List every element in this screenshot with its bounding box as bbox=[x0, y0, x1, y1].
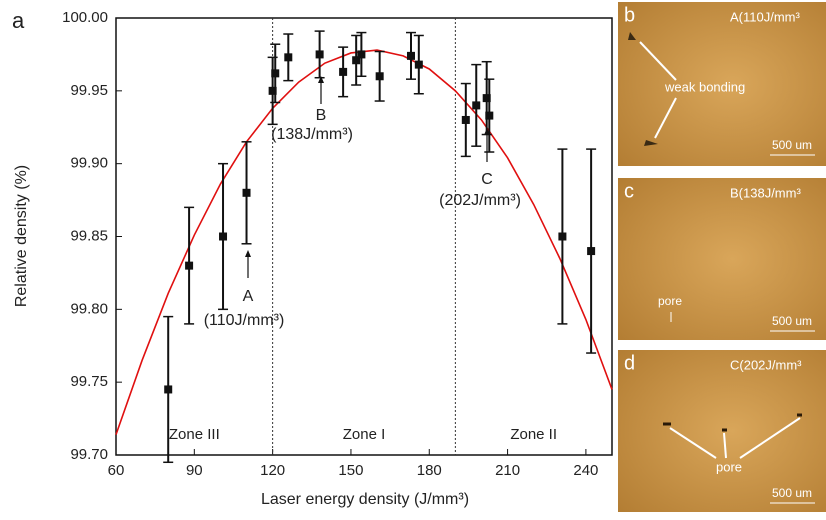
scale-label: 500 um bbox=[772, 314, 812, 328]
data-point bbox=[219, 232, 228, 241]
panel-letter: b bbox=[624, 4, 635, 26]
x-tick-label: 60 bbox=[108, 462, 125, 479]
annotation-arrowhead bbox=[484, 128, 490, 135]
data-point bbox=[185, 261, 194, 270]
x-tick-label: 150 bbox=[338, 462, 363, 479]
data-point bbox=[406, 51, 415, 60]
data-point bbox=[472, 101, 481, 110]
y-axis-label: Relative density (%) bbox=[13, 165, 30, 307]
y-tick-label: 100.00 bbox=[62, 9, 108, 26]
annotation-note: (110J/mm³) bbox=[204, 312, 285, 329]
data-point bbox=[352, 56, 361, 65]
data-point bbox=[414, 60, 423, 69]
panel-caption: B(138J/mm³ bbox=[730, 185, 801, 200]
data-point bbox=[461, 115, 470, 124]
x-axis-label: Laser energy density (J/mm³) bbox=[261, 491, 469, 508]
data-point bbox=[357, 50, 366, 59]
micrograph-d: d C(202J/mm³ pore 500 um bbox=[618, 350, 826, 512]
y-tick-label: 99.75 bbox=[70, 373, 108, 390]
arrow bbox=[723, 432, 727, 459]
micrograph-b: b A(110J/mm³ weak bonding 500 um bbox=[618, 2, 826, 166]
data-point bbox=[375, 72, 384, 81]
scale-label: 500 um bbox=[772, 138, 812, 152]
x-tick-label: 180 bbox=[417, 462, 442, 479]
data-point bbox=[558, 232, 567, 241]
micrograph-image bbox=[618, 178, 826, 340]
y-tick-label: 99.95 bbox=[70, 82, 108, 99]
annotation-note: (138J/mm³) bbox=[271, 126, 353, 143]
y-tick-label: 99.90 bbox=[70, 155, 108, 172]
data-point bbox=[271, 69, 280, 78]
panel-letter: d bbox=[624, 352, 635, 374]
scale-label: 500 um bbox=[772, 486, 812, 500]
arrow bbox=[669, 427, 717, 459]
micrograph-image bbox=[618, 2, 826, 166]
data-point bbox=[315, 50, 324, 59]
data-point bbox=[242, 188, 251, 197]
y-tick-label: 99.80 bbox=[70, 300, 108, 317]
annotation: pore bbox=[716, 459, 742, 474]
arrow bbox=[654, 97, 677, 139]
data-point bbox=[268, 86, 277, 95]
panel-caption: C(202J/mm³ bbox=[730, 357, 802, 372]
annotation-label: B bbox=[316, 107, 327, 124]
panel-letter: c bbox=[624, 180, 634, 202]
micrograph-c: c B(138J/mm³ pore 500 um bbox=[618, 178, 826, 340]
fit-curve bbox=[115, 49, 613, 435]
data-point bbox=[587, 247, 596, 256]
annotation-label: A bbox=[243, 288, 254, 305]
data-point bbox=[284, 53, 293, 62]
plot-frame bbox=[115, 17, 613, 456]
x-tick-label: 90 bbox=[186, 462, 203, 479]
zone-label: Zone II bbox=[510, 426, 557, 443]
data-point bbox=[485, 111, 494, 120]
annotation-arrowhead bbox=[318, 76, 324, 83]
annotation: weak bonding bbox=[664, 79, 745, 94]
zone-label: Zone III bbox=[169, 426, 220, 443]
x-tick-label: 240 bbox=[573, 462, 598, 479]
annotation-label: C bbox=[481, 171, 493, 188]
data-point bbox=[482, 94, 491, 103]
data-point bbox=[164, 385, 173, 394]
x-tick-label: 210 bbox=[495, 462, 520, 479]
arrow bbox=[739, 417, 801, 459]
defect bbox=[663, 413, 802, 432]
annotation-arrowhead bbox=[245, 250, 251, 257]
panel-caption: A(110J/mm³ bbox=[730, 9, 800, 24]
x-tick-label: 120 bbox=[260, 462, 285, 479]
annotation: pore bbox=[658, 294, 682, 308]
y-tick-label: 99.70 bbox=[70, 446, 108, 463]
data-point bbox=[339, 67, 348, 76]
zone-label: Zone I bbox=[343, 426, 386, 443]
arrow bbox=[639, 41, 677, 81]
panel-letter: a bbox=[12, 8, 25, 33]
annotation-note: (202J/mm³) bbox=[439, 192, 521, 209]
y-tick-label: 99.85 bbox=[70, 227, 108, 244]
